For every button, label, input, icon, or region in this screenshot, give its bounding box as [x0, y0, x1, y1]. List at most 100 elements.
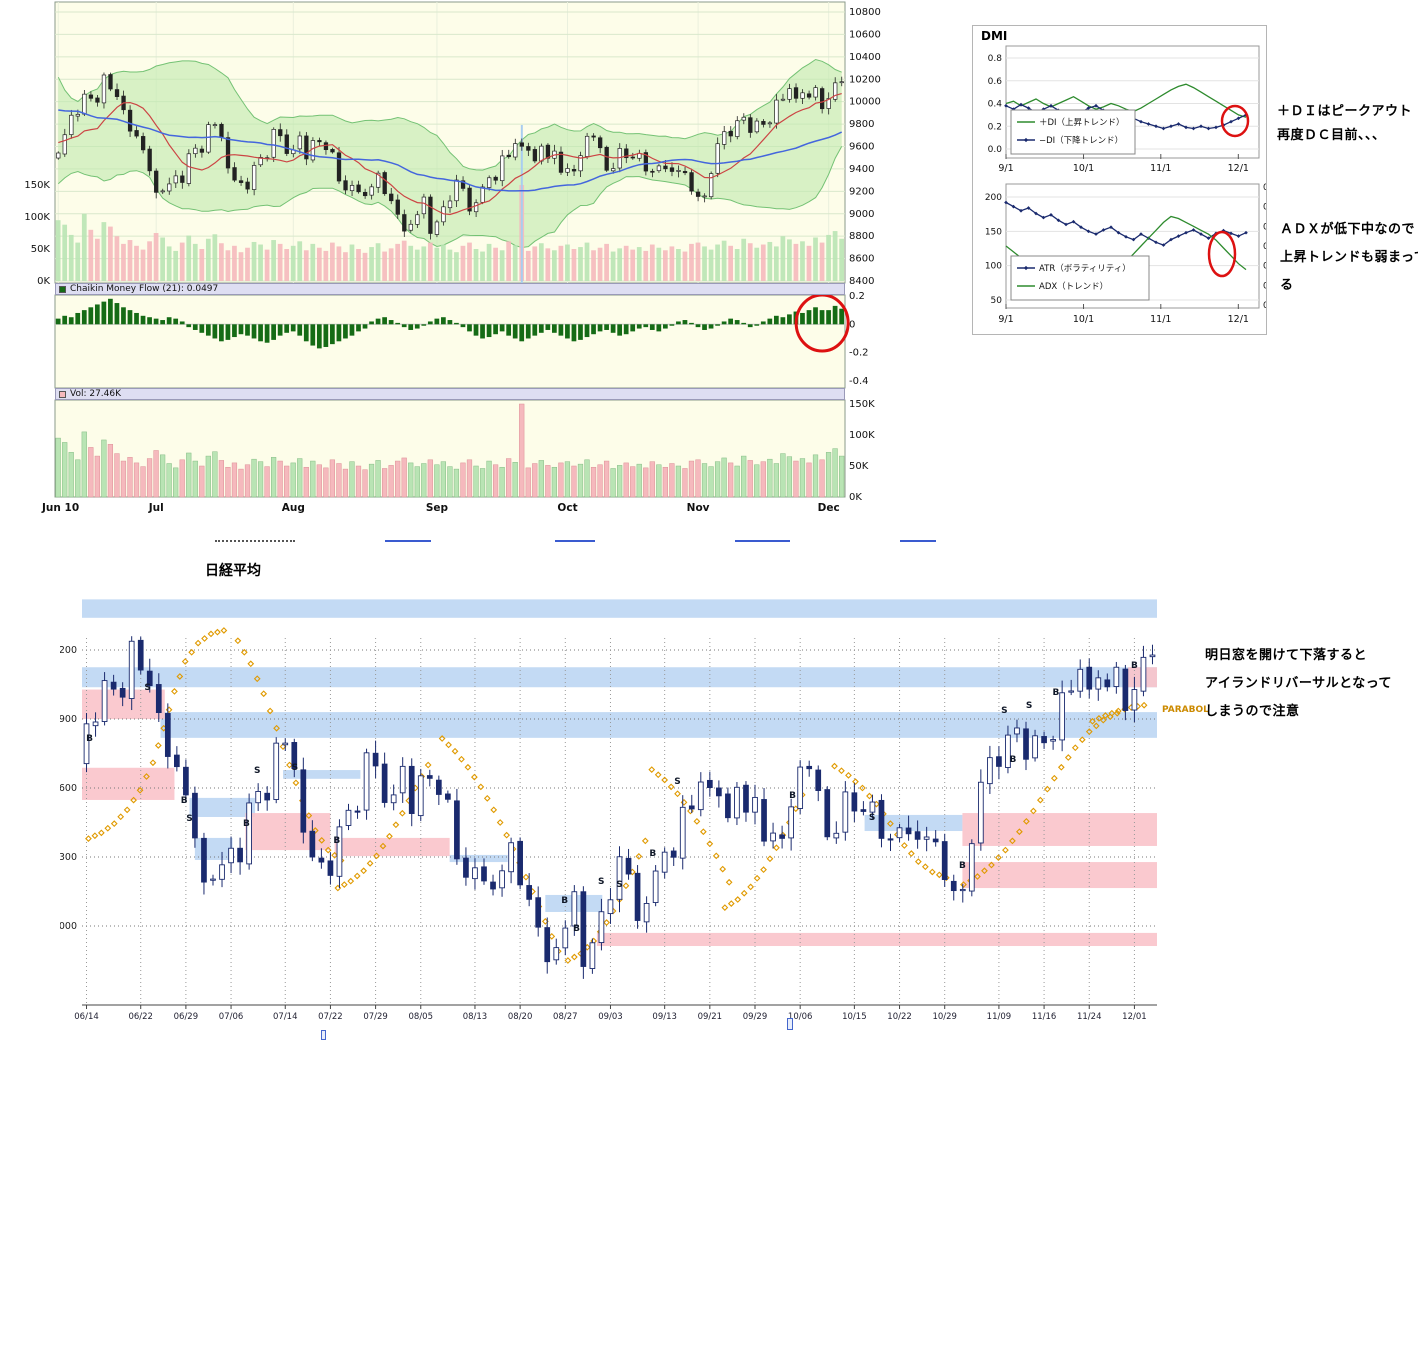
- svg-text:0.0: 0.0: [1263, 301, 1266, 311]
- svg-text:S: S: [869, 813, 875, 823]
- nikkei-chart-svg: 10,200 9,900 9,600 9,300 9,000 06/14 06/22 06/2…: [44, 599, 1158, 1022]
- svg-text:08/13: 08/13: [463, 1012, 488, 1022]
- main-price-chart: 10800 10600 10400 10200 10000 9800 9600 9400 920…: [0, 0, 900, 526]
- svg-text:B: B: [1053, 688, 1060, 698]
- svg-text:9,600: 9,600: [60, 783, 77, 794]
- svg-text:10/1: 10/1: [1073, 163, 1094, 174]
- svg-text:0.1: 0.1: [1263, 281, 1266, 291]
- svg-text:0.6: 0.6: [988, 77, 1003, 87]
- island-annotation-line3: しまうので注意: [1205, 704, 1300, 719]
- stray-blue-mark: [321, 1030, 326, 1040]
- dmi-charts-svg: 0.8 0.6 0.4 0.2 0.0 9/1 10/1 11/1 12/1 ＋DI（上昇トレンド…: [985, 45, 1266, 325]
- stray-blue-mark: [787, 1018, 793, 1030]
- svg-text:08/05: 08/05: [409, 1012, 434, 1022]
- svg-text:50: 50: [991, 296, 1003, 306]
- parabolic-sar-label: PARABOL: [1162, 705, 1209, 715]
- legend-fragment-marker: [215, 538, 295, 542]
- volume-header-label: Vol: 27.46K: [70, 389, 122, 399]
- svg-text:0.5: 0.5: [1263, 203, 1266, 213]
- svg-text:0.6: 0.6: [1263, 183, 1266, 193]
- svg-text:10000: 10000: [849, 97, 881, 108]
- svg-text:8400: 8400: [849, 276, 874, 287]
- svg-text:Oct: Oct: [557, 502, 577, 514]
- svg-text:S: S: [1001, 706, 1007, 716]
- svg-text:9/1: 9/1: [998, 163, 1013, 174]
- svg-text:0.2: 0.2: [988, 122, 1002, 132]
- adx-annotation-line1: ＡＤＸが低下中なので: [1280, 222, 1416, 237]
- cmf-header-label: Chaikin Money Flow (21): 0.0497: [70, 284, 219, 294]
- svg-text:S: S: [186, 814, 192, 824]
- svg-text:8600: 8600: [849, 254, 874, 265]
- svg-text:06/14: 06/14: [74, 1012, 99, 1022]
- island-annotation-line2: アイランドリバーサルとなって: [1205, 676, 1393, 691]
- svg-text:−DI（下降トレンド）: −DI（下降トレンド）: [1039, 135, 1123, 146]
- svg-text:-0.4: -0.4: [849, 376, 869, 387]
- svg-text:50K: 50K: [31, 244, 51, 255]
- svg-text:9,900: 9,900: [60, 714, 77, 725]
- svg-text:10/1: 10/1: [1073, 314, 1094, 325]
- adx-annotation: ＡＤＸが低下中なので 上昇トレンドも弱まって る: [1280, 216, 1418, 300]
- dmi-panel-title: DMI: [981, 29, 1008, 43]
- svg-text:0K: 0K: [37, 276, 50, 287]
- svg-text:0.2: 0.2: [849, 291, 865, 302]
- svg-text:S: S: [598, 877, 604, 887]
- svg-text:150: 150: [985, 227, 1002, 237]
- svg-text:0.2: 0.2: [1263, 262, 1266, 272]
- svg-text:100: 100: [985, 262, 1002, 272]
- svg-text:10/29: 10/29: [932, 1012, 957, 1022]
- svg-text:9,000: 9,000: [60, 921, 77, 932]
- adx-annotation-line2: 上昇トレンドも弱まって: [1280, 250, 1418, 265]
- svg-text:10200: 10200: [849, 74, 881, 85]
- svg-text:07/22: 07/22: [318, 1012, 343, 1022]
- svg-text:10,200: 10,200: [60, 645, 77, 656]
- svg-text:09/13: 09/13: [652, 1012, 677, 1022]
- legend-fragment-link[interactable]: [735, 538, 790, 542]
- svg-text:11/1: 11/1: [1150, 314, 1171, 325]
- svg-text:07/06: 07/06: [219, 1012, 244, 1022]
- svg-text:100K: 100K: [24, 212, 50, 223]
- svg-text:Nov: Nov: [687, 502, 710, 514]
- svg-text:0: 0: [849, 319, 855, 330]
- dmi-annotation-line1: ＋ＤＩはピークアウト: [1277, 104, 1413, 119]
- svg-text:0.0: 0.0: [988, 145, 1003, 155]
- svg-text:10400: 10400: [849, 52, 881, 63]
- svg-text:11/24: 11/24: [1077, 1012, 1102, 1022]
- svg-text:Dec: Dec: [818, 502, 840, 514]
- legend-fragment-link[interactable]: [900, 538, 936, 542]
- svg-text:9200: 9200: [849, 186, 874, 197]
- svg-text:100K: 100K: [849, 430, 875, 441]
- svg-text:09/29: 09/29: [743, 1012, 768, 1022]
- svg-text:9400: 9400: [849, 164, 874, 175]
- svg-text:10600: 10600: [849, 29, 881, 40]
- svg-text:Sep: Sep: [426, 502, 449, 514]
- svg-text:9800: 9800: [849, 119, 874, 130]
- svg-text:B: B: [1131, 661, 1138, 671]
- svg-text:S: S: [254, 766, 260, 776]
- svg-text:10/15: 10/15: [842, 1012, 867, 1022]
- legend-fragment-link[interactable]: [555, 538, 595, 542]
- island-reversal-annotation: 明日窓を開けて下落すると アイランドリバーサルとなって しまうので注意: [1205, 642, 1392, 726]
- svg-text:08/20: 08/20: [508, 1012, 533, 1022]
- svg-text:06/22: 06/22: [128, 1012, 153, 1022]
- dmi-annotation-line2: 再度ＤＣ目前、、、: [1277, 128, 1386, 143]
- svg-text:＋DI（上昇トレンド）: ＋DI（上昇トレンド）: [1039, 117, 1125, 128]
- svg-text:07/29: 07/29: [363, 1012, 388, 1022]
- svg-text:08/27: 08/27: [553, 1012, 578, 1022]
- adx-annotation-line3: る: [1280, 278, 1294, 293]
- svg-text:0K: 0K: [849, 492, 862, 503]
- svg-text:0.3: 0.3: [1263, 242, 1266, 252]
- svg-text:Aug: Aug: [282, 502, 305, 514]
- svg-text:S: S: [616, 880, 622, 890]
- svg-text:12/1: 12/1: [1228, 163, 1249, 174]
- legend-fragment-link[interactable]: [385, 538, 431, 542]
- svg-text:09/03: 09/03: [598, 1012, 623, 1022]
- svg-text:11/09: 11/09: [987, 1012, 1012, 1022]
- svg-text:B: B: [573, 924, 580, 934]
- svg-text:12/1: 12/1: [1228, 314, 1249, 325]
- dmi-annotation: ＋ＤＩはピークアウト 再度ＤＣ目前、、、: [1277, 100, 1412, 148]
- svg-text:8800: 8800: [849, 231, 874, 242]
- svg-text:9,300: 9,300: [60, 852, 77, 863]
- svg-text:B: B: [649, 849, 656, 859]
- svg-text:9000: 9000: [849, 209, 874, 220]
- svg-text:ATR（ボラティリティ）: ATR（ボラティリティ）: [1039, 263, 1131, 274]
